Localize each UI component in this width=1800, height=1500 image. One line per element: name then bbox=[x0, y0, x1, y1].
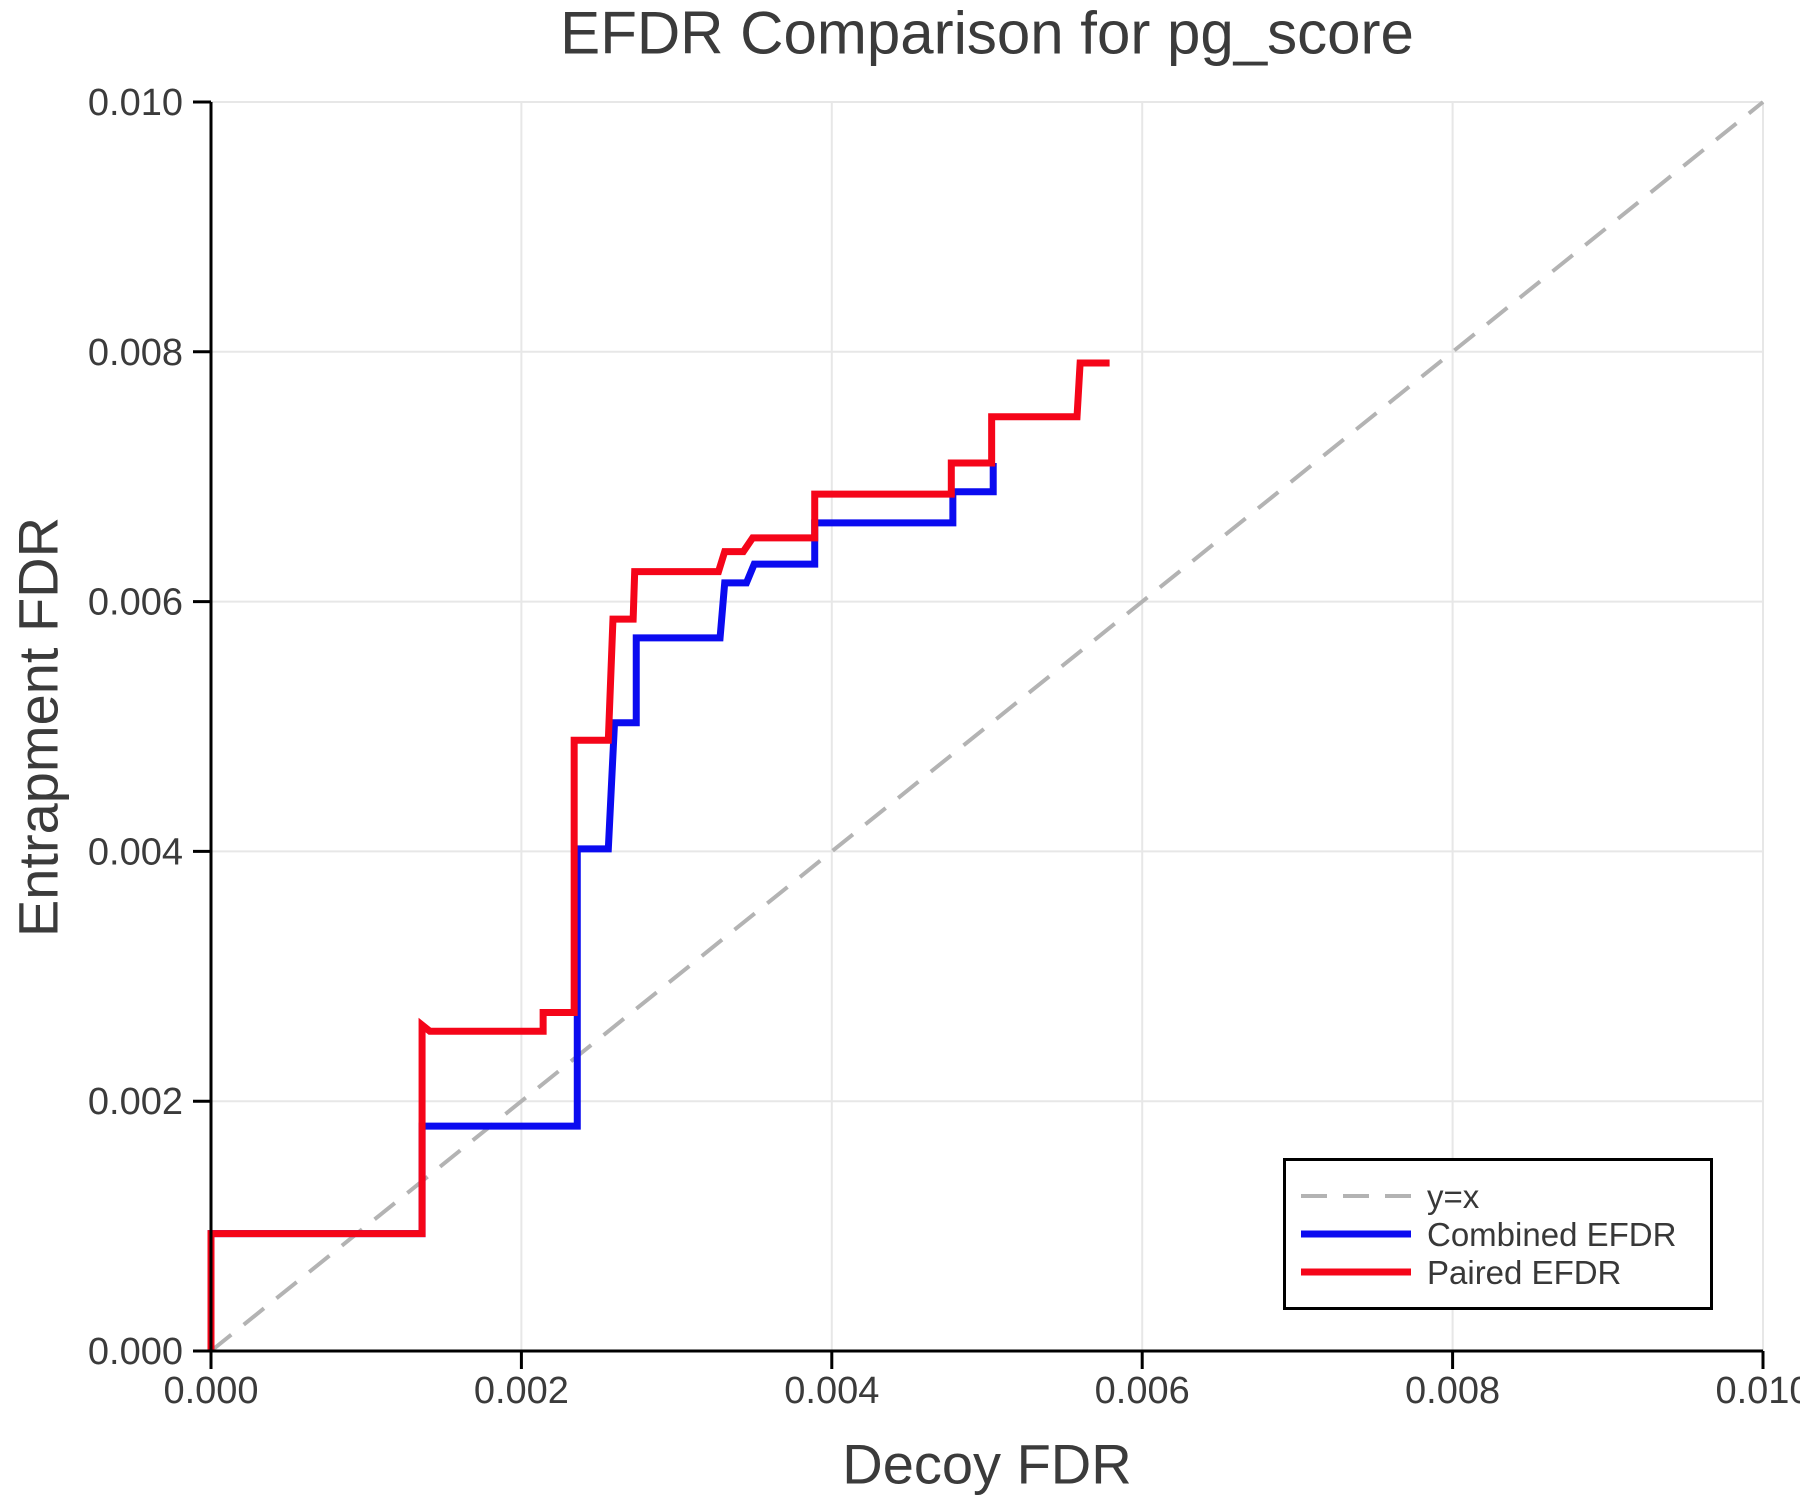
y-tick-label: 0.004 bbox=[88, 831, 183, 873]
x-tick-label: 0.004 bbox=[784, 1370, 879, 1412]
x-tick-label: 0.010 bbox=[1715, 1370, 1800, 1412]
legend-label: Paired EFDR bbox=[1427, 1253, 1622, 1291]
legend-item-combined-efdr: Combined EFDR bbox=[1301, 1215, 1710, 1253]
x-tick-label: 0.006 bbox=[1095, 1370, 1190, 1412]
dashed-line-sample-icon bbox=[1301, 1194, 1411, 1198]
y-tick-label: 0.010 bbox=[88, 82, 183, 124]
x-tick-label: 0.008 bbox=[1405, 1370, 1500, 1412]
chart-legend: y=x Combined EFDR Paired EFDR bbox=[1283, 1158, 1713, 1310]
legend-item-y-equals-x: y=x bbox=[1301, 1177, 1710, 1215]
chart-title: EFDR Comparison for pg_score bbox=[560, 0, 1414, 67]
y-tick-label: 0.000 bbox=[88, 1331, 183, 1373]
blue-line-sample-icon bbox=[1301, 1230, 1411, 1238]
x-tick-label: 0.000 bbox=[163, 1370, 258, 1412]
y-tick-label: 0.006 bbox=[88, 582, 183, 624]
y-tick-label: 0.002 bbox=[88, 1081, 183, 1123]
y-axis-label: Entrapment FDR bbox=[6, 516, 70, 938]
legend-label: y=x bbox=[1427, 1177, 1480, 1215]
legend-item-paired-efdr: Paired EFDR bbox=[1301, 1253, 1710, 1291]
y-tick-label: 0.008 bbox=[88, 332, 183, 374]
legend-label: Combined EFDR bbox=[1427, 1215, 1677, 1253]
x-axis-label: Decoy FDR bbox=[842, 1432, 1132, 1496]
red-line-sample-icon bbox=[1301, 1268, 1411, 1276]
x-tick-label: 0.002 bbox=[474, 1370, 569, 1412]
